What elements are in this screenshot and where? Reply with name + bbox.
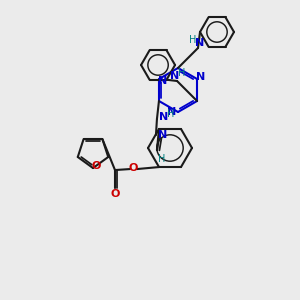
- Text: H: H: [167, 109, 175, 119]
- Text: N: N: [158, 76, 168, 86]
- Text: O: O: [128, 163, 138, 173]
- Text: H: H: [189, 35, 197, 45]
- Text: N: N: [196, 72, 206, 82]
- Text: N: N: [167, 107, 177, 117]
- Text: O: O: [110, 189, 120, 199]
- Text: N: N: [159, 112, 169, 122]
- Text: N: N: [170, 71, 180, 81]
- Text: N: N: [158, 130, 168, 140]
- Text: H: H: [158, 154, 166, 164]
- Text: N: N: [195, 38, 205, 48]
- Text: H: H: [178, 68, 186, 78]
- Text: O: O: [92, 160, 101, 170]
